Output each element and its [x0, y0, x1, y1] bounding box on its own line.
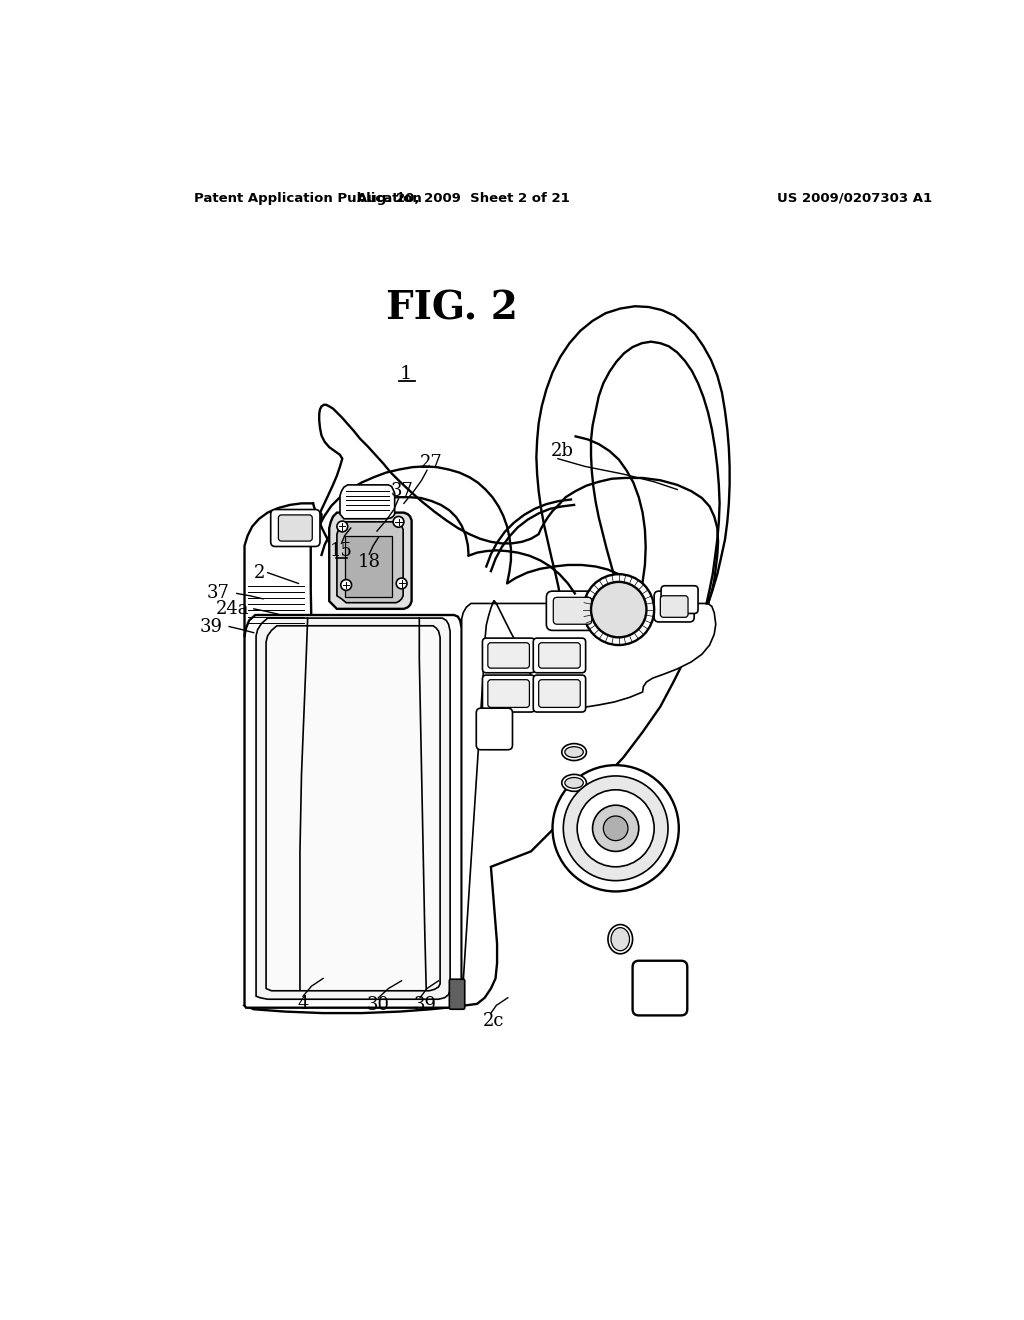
Polygon shape: [337, 521, 403, 603]
Text: 30: 30: [367, 997, 390, 1014]
Text: 18: 18: [357, 553, 381, 570]
Text: 27: 27: [420, 454, 442, 473]
Circle shape: [341, 579, 351, 590]
Text: US 2009/0207303 A1: US 2009/0207303 A1: [777, 191, 933, 205]
Circle shape: [603, 816, 628, 841]
Circle shape: [396, 578, 407, 589]
Ellipse shape: [565, 777, 584, 788]
FancyBboxPatch shape: [534, 675, 586, 711]
Polygon shape: [279, 512, 322, 545]
FancyBboxPatch shape: [662, 586, 698, 614]
Text: 15: 15: [330, 543, 353, 560]
Circle shape: [584, 574, 654, 645]
FancyBboxPatch shape: [539, 643, 581, 668]
Text: 2: 2: [254, 564, 265, 582]
Polygon shape: [245, 615, 462, 1007]
FancyBboxPatch shape: [482, 675, 535, 711]
Text: 37: 37: [390, 482, 413, 500]
FancyBboxPatch shape: [476, 708, 512, 750]
FancyBboxPatch shape: [450, 979, 465, 1010]
FancyBboxPatch shape: [279, 515, 312, 541]
Text: 24a: 24a: [215, 599, 249, 618]
Polygon shape: [245, 405, 718, 1014]
Ellipse shape: [611, 928, 630, 950]
Polygon shape: [256, 618, 451, 999]
Text: 39: 39: [199, 618, 222, 635]
Text: 2c: 2c: [483, 1012, 505, 1030]
Text: 4: 4: [297, 995, 308, 1012]
Polygon shape: [340, 484, 394, 519]
Circle shape: [337, 521, 348, 532]
FancyBboxPatch shape: [487, 680, 529, 708]
Text: 2b: 2b: [550, 442, 573, 459]
Polygon shape: [462, 601, 716, 1006]
FancyBboxPatch shape: [534, 638, 586, 673]
Ellipse shape: [562, 775, 587, 792]
Circle shape: [593, 805, 639, 851]
Circle shape: [553, 766, 679, 891]
Circle shape: [563, 776, 668, 880]
FancyBboxPatch shape: [547, 591, 599, 631]
FancyBboxPatch shape: [270, 510, 319, 546]
FancyBboxPatch shape: [553, 597, 592, 624]
FancyBboxPatch shape: [482, 638, 535, 673]
Text: FIG. 2: FIG. 2: [386, 289, 518, 327]
Text: 39: 39: [414, 997, 436, 1014]
Circle shape: [578, 789, 654, 867]
Polygon shape: [330, 512, 412, 609]
FancyBboxPatch shape: [539, 680, 581, 708]
Text: Patent Application Publication: Patent Application Publication: [194, 191, 422, 205]
Ellipse shape: [289, 520, 310, 533]
Text: 1: 1: [400, 366, 413, 383]
Polygon shape: [345, 536, 392, 597]
FancyBboxPatch shape: [654, 591, 694, 622]
Ellipse shape: [565, 747, 584, 758]
Circle shape: [393, 516, 403, 527]
Ellipse shape: [608, 924, 633, 954]
Polygon shape: [266, 626, 440, 991]
FancyBboxPatch shape: [633, 961, 687, 1015]
FancyBboxPatch shape: [660, 595, 688, 618]
Text: Aug. 20, 2009  Sheet 2 of 21: Aug. 20, 2009 Sheet 2 of 21: [356, 191, 569, 205]
Text: 37: 37: [207, 585, 229, 602]
Ellipse shape: [562, 743, 587, 760]
Circle shape: [591, 582, 646, 638]
FancyBboxPatch shape: [487, 643, 529, 668]
